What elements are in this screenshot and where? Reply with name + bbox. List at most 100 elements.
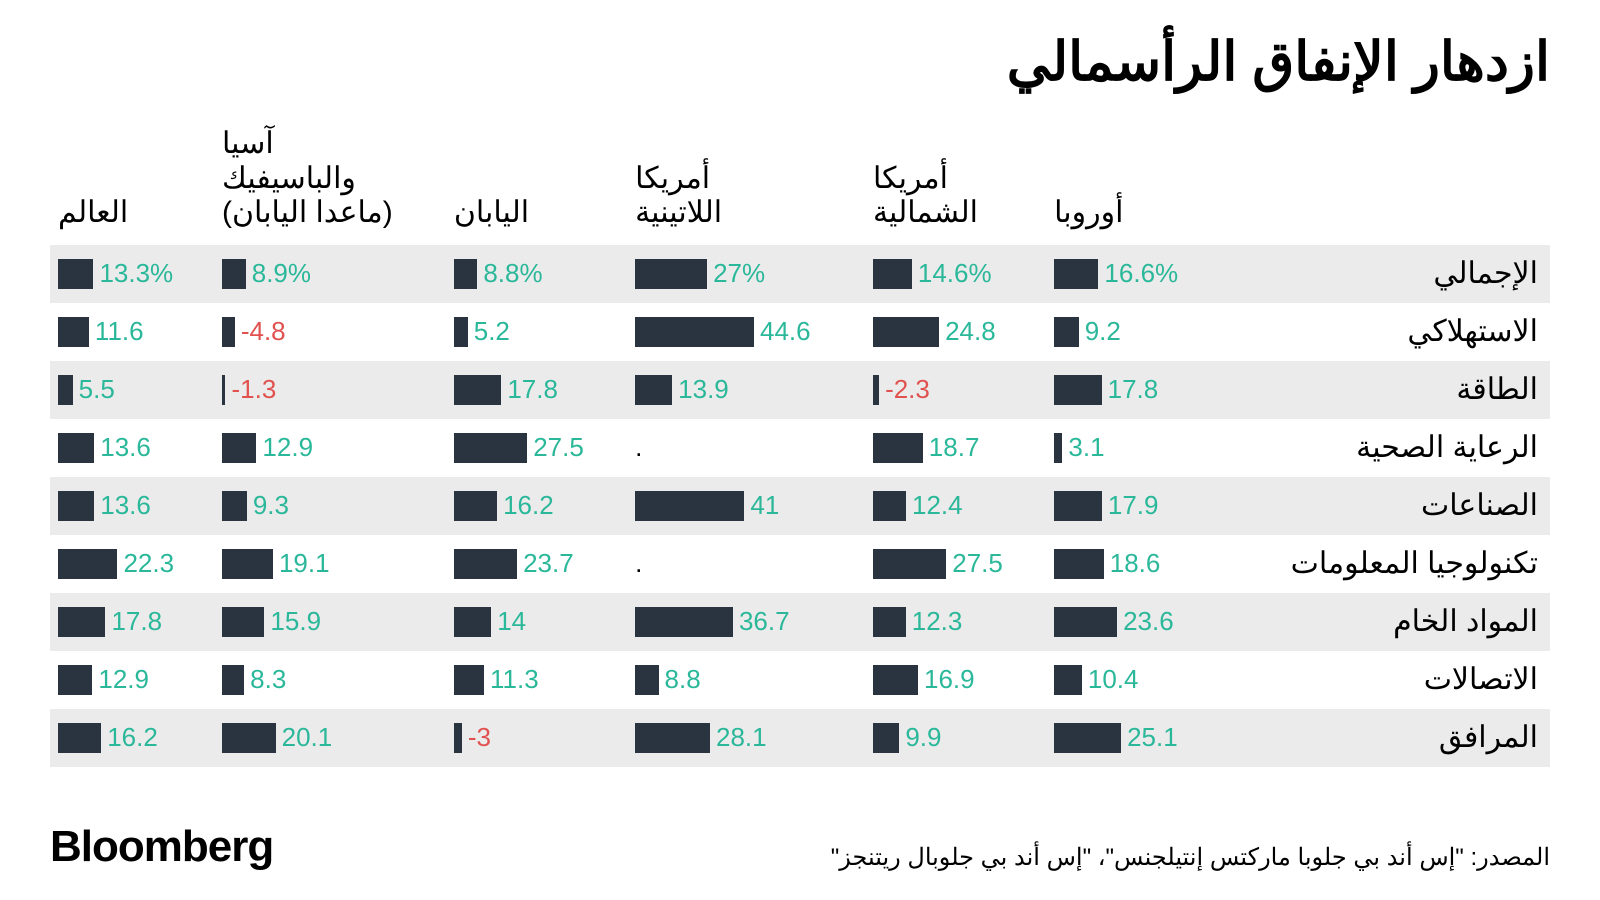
bar (873, 665, 918, 695)
bar (222, 433, 256, 463)
missing-value: . (627, 432, 865, 463)
cell-value: 17.8 (1108, 374, 1159, 405)
data-cell: 18.7 (865, 419, 1046, 477)
column-header-apac: آسيا والباسيفيك (ماعدا اليابان) (214, 121, 446, 245)
cell-value: 25.1 (1127, 722, 1178, 753)
data-cell: 17.8 (50, 593, 214, 651)
cell-value: 13.9 (678, 374, 729, 405)
cell-value: 41 (750, 490, 779, 521)
row-label: الصناعات (1220, 477, 1550, 535)
bar (1054, 723, 1121, 753)
data-cell: 41 (627, 477, 865, 535)
cell-value: 8.8% (483, 258, 542, 289)
cell-value: 20.1 (282, 722, 333, 753)
data-cell: 14.6% (865, 245, 1046, 303)
bar (1054, 433, 1062, 463)
row-label: الاستهلاكي (1220, 303, 1550, 361)
row-label: المرافق (1220, 709, 1550, 767)
bar (1054, 317, 1079, 347)
data-cell: 17.8 (1046, 361, 1220, 419)
table-row: تكنولوجيا المعلومات18.627.5.23.719.122.3 (50, 535, 1550, 593)
bar (873, 317, 939, 347)
data-cell: 16.2 (50, 709, 214, 767)
row-label: المواد الخام (1220, 593, 1550, 651)
cell-value: 28.1 (716, 722, 767, 753)
cell-value: 44.6 (760, 316, 811, 347)
cell-value: 27.5 (952, 548, 1003, 579)
bar (635, 375, 672, 405)
data-cell: 19.1 (214, 535, 446, 593)
cell-value: 23.7 (523, 548, 574, 579)
cell-value: 12.9 (262, 432, 313, 463)
bar (873, 375, 879, 405)
cell-value: 10.4 (1088, 664, 1139, 695)
bar (635, 491, 744, 521)
source-text: المصدر: "إس أند بي جلوبا ماركتس إنتيلجنس… (831, 843, 1550, 872)
cell-value: 17.8 (111, 606, 162, 637)
cell-value: 9.3 (253, 490, 289, 521)
bar (873, 549, 946, 579)
cell-value: -2.3 (885, 374, 930, 405)
data-cell: 8.8% (446, 245, 627, 303)
cell-value: 36.7 (739, 606, 790, 637)
bar (454, 317, 468, 347)
data-cell: 11.6 (50, 303, 214, 361)
cell-value: 5.5 (79, 374, 115, 405)
data-cell: 27% (627, 245, 865, 303)
cell-value: 12.3 (912, 606, 963, 637)
data-cell: 8.3 (214, 651, 446, 709)
data-cell: 13.6 (50, 477, 214, 535)
data-cell: 16.9 (865, 651, 1046, 709)
column-header-latam: أمريكا اللاتينية (627, 121, 865, 245)
bar (58, 723, 101, 753)
cell-value: 11.3 (490, 664, 539, 695)
cell-value: 23.6 (1123, 606, 1174, 637)
data-cell: 17.9 (1046, 477, 1220, 535)
bar (222, 375, 225, 405)
row-label: الاتصالات (1220, 651, 1550, 709)
data-cell: . (627, 535, 865, 593)
data-cell: -2.3 (865, 361, 1046, 419)
bar (222, 549, 273, 579)
cell-value: 11.6 (95, 316, 144, 347)
cell-value: 14.6% (918, 258, 992, 289)
bar (454, 491, 497, 521)
data-cell: 17.8 (446, 361, 627, 419)
cell-value: 16.9 (924, 664, 975, 695)
cell-value: 18.6 (1110, 548, 1161, 579)
data-cell: -1.3 (214, 361, 446, 419)
column-header-japan: اليابان (446, 121, 627, 245)
bar (1054, 665, 1082, 695)
cell-value: 27% (713, 258, 765, 289)
cell-value: 8.3 (250, 664, 286, 695)
missing-value: . (627, 548, 865, 579)
bloomberg-logo: Bloomberg (50, 822, 273, 872)
row-label: الإجمالي (1220, 245, 1550, 303)
table-row: الطاقة17.8-2.313.917.8-1.35.5 (50, 361, 1550, 419)
bar (222, 491, 247, 521)
bar (454, 375, 501, 405)
data-cell: -3 (446, 709, 627, 767)
cell-value: -4.8 (241, 316, 286, 347)
data-cell: 5.5 (50, 361, 214, 419)
bar (873, 607, 906, 637)
data-cell: 5.2 (446, 303, 627, 361)
bar (222, 665, 244, 695)
cell-value: 15.9 (270, 606, 321, 637)
cell-value: 5.2 (474, 316, 510, 347)
cell-value: 17.8 (507, 374, 558, 405)
bar (222, 259, 246, 289)
data-cell: 27.5 (446, 419, 627, 477)
bar (1054, 607, 1117, 637)
cell-value: 14 (497, 606, 526, 637)
bar (635, 723, 710, 753)
data-cell: 12.9 (50, 651, 214, 709)
bar (635, 607, 733, 637)
bar (454, 607, 491, 637)
table-row: المواد الخام 23.6 12.3 36.7 14 15.9 17.8 (50, 593, 1550, 651)
column-header-europe: أوروبا (1046, 121, 1220, 245)
table-row: الإجمالي16.6%14.6%27%8.8%8.9%13.3% (50, 245, 1550, 303)
data-cell: 16.2 (446, 477, 627, 535)
data-cell: 12.3 (865, 593, 1046, 651)
cell-value: 9.9 (905, 722, 941, 753)
